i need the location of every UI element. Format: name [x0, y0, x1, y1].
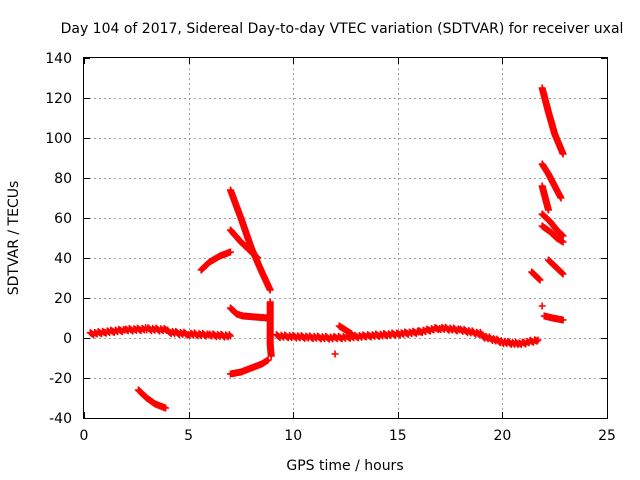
data-point: [226, 332, 234, 340]
y-tick-label: 40: [54, 251, 72, 267]
y-tick-label: 0: [63, 331, 72, 347]
grid: [84, 58, 607, 418]
x-tick-label: 10: [284, 428, 302, 444]
data-series: [266, 298, 275, 360]
data-point: [559, 232, 567, 240]
plot-frame: [83, 57, 608, 419]
y-tick-label: 80: [54, 171, 72, 187]
data-point: [267, 352, 275, 360]
data-series: [226, 226, 262, 262]
y-tick-label: -20: [49, 371, 72, 387]
data-series: [239, 312, 272, 322]
data-series: [197, 248, 234, 274]
data-point: [348, 330, 356, 338]
data-point: [331, 350, 339, 358]
y-tick-label: -40: [49, 411, 72, 427]
data-point: [266, 286, 274, 294]
data-point: [559, 150, 567, 158]
y-tick-label: 120: [45, 91, 72, 107]
data-series: [335, 322, 356, 338]
data-series: [540, 312, 567, 324]
data-series: [538, 222, 567, 246]
x-tick-label: 15: [389, 428, 407, 444]
data-series: [538, 302, 546, 310]
data-series: [538, 160, 565, 202]
data-point: [254, 254, 262, 262]
data-series: [538, 84, 567, 158]
data-point: [226, 248, 234, 256]
y-tick-label: 20: [54, 291, 72, 307]
data-series: [272, 327, 423, 343]
y-tick-label: 140: [45, 51, 72, 67]
data-point: [559, 270, 567, 278]
x-tick-label: 20: [493, 428, 511, 444]
data-point: [538, 302, 546, 310]
data-point: [559, 238, 567, 246]
data-series: [134, 386, 170, 412]
data-point: [534, 336, 542, 344]
x-axis-label: GPS time / hours: [286, 458, 403, 474]
y-tick-label: 60: [54, 211, 72, 227]
data-point: [536, 276, 544, 284]
data-point: [264, 356, 272, 364]
y-axis-label: SDTVAR / TECUs: [6, 181, 22, 296]
data-point: [559, 316, 567, 324]
chart-title: Day 104 of 2017, Sidereal Day-to-day VTE…: [61, 21, 624, 37]
data-series: [226, 356, 272, 378]
axis-tick-labels: 0 5 10 15 20 25 -40 -20 0 20 40 60 80 100 120 140: [45, 51, 616, 444]
y-tick-label: 100: [45, 131, 72, 147]
data-point: [162, 404, 170, 412]
data-series: [538, 210, 567, 240]
x-tick-label: 25: [598, 428, 616, 444]
data-point: [544, 206, 552, 214]
data-point: [225, 331, 233, 339]
data-series: [538, 182, 552, 214]
data-series: [544, 256, 567, 278]
data-point: [533, 337, 541, 345]
data-series: [226, 186, 274, 294]
data-series: [331, 350, 339, 358]
data-series: [528, 268, 544, 284]
data-series: [477, 331, 542, 348]
data-marks: [86, 84, 567, 412]
data-point: [557, 194, 565, 202]
x-tick-label: 5: [184, 428, 193, 444]
data-series: [164, 327, 234, 341]
x-tick-label: 0: [80, 428, 89, 444]
